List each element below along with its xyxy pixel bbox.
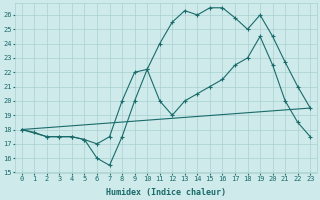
X-axis label: Humidex (Indice chaleur): Humidex (Indice chaleur): [106, 188, 226, 197]
